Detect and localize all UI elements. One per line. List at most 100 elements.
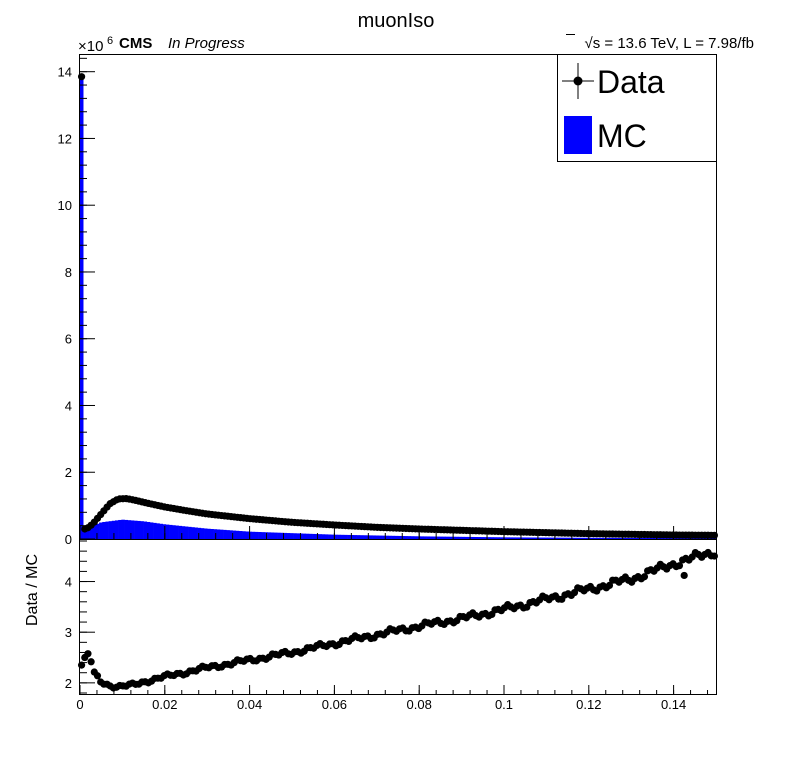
ratio-tick-label: 3	[65, 625, 72, 640]
mc-bar	[544, 537, 548, 539]
ratio-point	[87, 658, 95, 666]
mc-bar	[318, 534, 322, 539]
mc-bar	[413, 536, 418, 539]
mc-bar	[156, 523, 160, 539]
mc-bar	[270, 532, 275, 539]
mc-bar	[80, 76, 84, 540]
mc-bar	[477, 537, 481, 539]
mc-bar	[296, 533, 300, 539]
legend-data-marker	[562, 63, 594, 99]
mc-bar	[149, 522, 154, 539]
legend: Data MC	[557, 54, 717, 162]
mc-bar	[200, 528, 205, 539]
ratio-tick-label: 2	[65, 676, 72, 691]
mc-bar	[461, 536, 466, 539]
mc-bar	[248, 531, 253, 539]
status-label: In Progress	[168, 35, 245, 52]
ratio-y-label: Data / MC	[24, 554, 41, 626]
mc-bar	[350, 535, 354, 539]
mc-bar	[591, 537, 596, 539]
mc-bar	[207, 528, 211, 539]
mc-bar	[343, 534, 348, 539]
mc-bar	[515, 537, 520, 539]
mc-bar	[394, 535, 399, 539]
ratio-tick-label: 4	[65, 575, 72, 590]
mc-bar	[639, 537, 644, 539]
x-tick-label: 0.14	[661, 697, 686, 712]
mc-bar	[534, 537, 539, 539]
mc-bar	[337, 534, 342, 539]
mc-bar	[140, 521, 144, 539]
ratio-point	[605, 581, 614, 590]
mc-bar	[216, 529, 221, 539]
mc-bar	[369, 535, 373, 539]
mc-bar	[137, 520, 141, 539]
mc-bar	[340, 534, 345, 539]
mc-bar	[153, 522, 157, 539]
mc-bar	[388, 535, 392, 539]
ratio-point	[640, 573, 649, 581]
mc-bar	[401, 536, 405, 539]
y-tick-label: 8	[65, 265, 72, 280]
mc-bar	[423, 536, 427, 539]
mc-bar	[286, 533, 291, 539]
mc-bar	[251, 531, 256, 539]
y-tick-label: 2	[65, 465, 72, 480]
mc-bar	[493, 537, 497, 539]
mc-bar	[537, 537, 542, 539]
mc-bar	[464, 536, 469, 539]
mc-bar	[553, 537, 558, 539]
mc-bar	[105, 521, 109, 539]
mc-bar	[83, 527, 87, 539]
mc-bar	[197, 527, 202, 539]
mc-bar	[204, 528, 208, 539]
mc-bar	[118, 519, 122, 539]
mc-bar	[576, 537, 580, 539]
mc-bar	[169, 524, 173, 539]
y-tick-label: 10	[58, 198, 72, 213]
mc-bar	[445, 536, 450, 539]
mc-bar	[130, 520, 135, 539]
mc-bar	[560, 537, 564, 539]
mc-bar	[633, 537, 637, 539]
mc-bar	[439, 536, 443, 539]
mc-bar	[563, 537, 567, 539]
mc-bar	[92, 525, 97, 539]
mc-bar	[321, 534, 326, 539]
mc-bar	[585, 537, 590, 539]
y-tick-label: 12	[58, 131, 72, 146]
mc-bar	[471, 536, 475, 539]
mc-bar	[595, 537, 599, 539]
mc-bar	[404, 536, 408, 539]
mc-bar	[426, 536, 431, 539]
mc-bar	[646, 537, 650, 539]
mc-bar	[124, 519, 128, 539]
mc-bar	[102, 521, 106, 539]
mc-bar	[531, 537, 536, 539]
mc-bar	[312, 533, 316, 539]
mc-bar	[452, 536, 456, 539]
mc-bar	[363, 535, 367, 539]
mc-bar	[630, 537, 634, 539]
mc-bar	[506, 537, 510, 539]
mc-bar	[391, 535, 396, 539]
mc-bar	[127, 520, 132, 539]
mc-bar	[289, 533, 294, 539]
mc-bar	[626, 537, 631, 539]
experiment-label: CMS	[119, 35, 152, 52]
ratio-frame	[79, 539, 717, 695]
mc-bar	[159, 523, 163, 539]
y-tick-label: 6	[65, 332, 72, 347]
mc-bar	[665, 538, 669, 539]
mc-bar	[604, 537, 609, 539]
y-tick-label: 4	[65, 398, 72, 413]
mc-bar	[299, 533, 303, 539]
mc-bar	[188, 526, 192, 539]
mc-bar	[308, 533, 313, 539]
mc-bar	[219, 529, 224, 539]
mc-bar	[623, 537, 628, 539]
mc-bar	[566, 537, 571, 539]
legend-mc-swatch	[564, 116, 592, 154]
mc-bar	[490, 537, 494, 539]
y-exponent: ×10 6	[78, 35, 113, 55]
